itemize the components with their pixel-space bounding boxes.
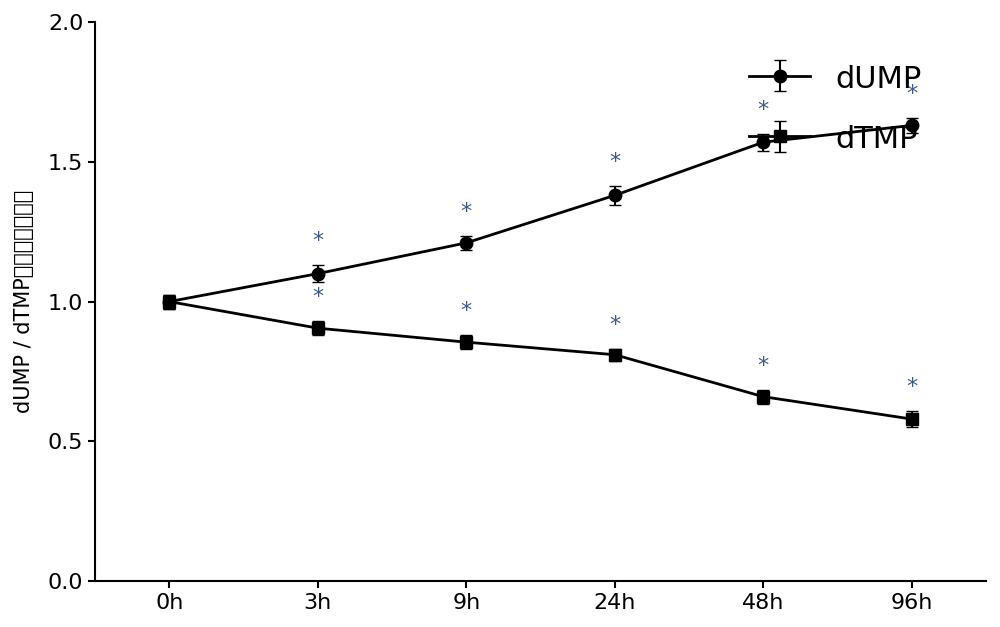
Text: *: * xyxy=(906,83,917,103)
Text: *: * xyxy=(461,202,472,222)
Text: *: * xyxy=(312,231,323,251)
Text: *: * xyxy=(609,315,620,335)
Text: *: * xyxy=(312,287,323,307)
Text: *: * xyxy=(758,100,769,120)
Text: *: * xyxy=(461,301,472,321)
Y-axis label: dUMP / dTMP含量变化倍数值: dUMP / dTMP含量变化倍数值 xyxy=(14,190,34,413)
Text: *: * xyxy=(609,152,620,172)
Legend: dUMP, dTMP: dUMP, dTMP xyxy=(734,48,936,170)
Text: *: * xyxy=(758,356,769,376)
Text: *: * xyxy=(906,377,917,397)
